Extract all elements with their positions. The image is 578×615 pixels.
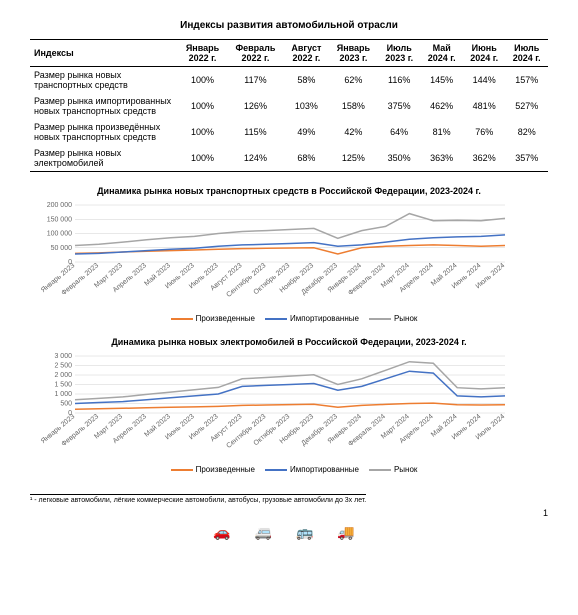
cell-value: 62% xyxy=(329,67,378,94)
cell-value: 58% xyxy=(284,67,329,94)
cell-value: 49% xyxy=(284,119,329,145)
legend-swatch xyxy=(265,318,287,320)
legend-label: Импортированные xyxy=(290,465,359,474)
cell-value: 76% xyxy=(463,119,506,145)
cell-value: 100% xyxy=(178,93,227,119)
cell-value: 116% xyxy=(378,67,421,94)
svg-text:500: 500 xyxy=(60,401,72,408)
legend-swatch xyxy=(265,469,287,471)
chart1-legend: Произведенные Импортированные Рынок xyxy=(30,314,548,323)
legend-label: Рынок xyxy=(394,465,417,474)
cell-value: 68% xyxy=(284,145,329,172)
cell-value: 82% xyxy=(505,119,548,145)
svg-text:1 000: 1 000 xyxy=(54,391,72,398)
chart2-legend: Произведенные Импортированные Рынок xyxy=(30,465,548,474)
cell-value: 363% xyxy=(420,145,463,172)
legend-swatch xyxy=(171,469,193,471)
cell-value: 125% xyxy=(329,145,378,172)
cell-value: 462% xyxy=(420,93,463,119)
col-period: Февраль2022 г. xyxy=(227,40,284,67)
cell-value: 144% xyxy=(463,67,506,94)
cell-value: 115% xyxy=(227,119,284,145)
cell-value: 81% xyxy=(420,119,463,145)
table-row: Размер рынка новых электромобилей100%124… xyxy=(30,145,548,172)
svg-text:100 000: 100 000 xyxy=(47,231,72,238)
chart1: 050 000100 000150 000200 000Январь 2023Ф… xyxy=(30,200,548,312)
col-period: Июнь2024 г. xyxy=(463,40,506,67)
col-period: Июль2023 г. xyxy=(378,40,421,67)
cell-value: 375% xyxy=(378,93,421,119)
legend-swatch xyxy=(171,318,193,320)
table-title: Индексы развития автомобильной отрасли xyxy=(30,20,548,31)
cell-value: 527% xyxy=(505,93,548,119)
svg-text:1 500: 1 500 xyxy=(54,382,72,389)
cell-value: 157% xyxy=(505,67,548,94)
cell-value: 481% xyxy=(463,93,506,119)
cell-value: 145% xyxy=(420,67,463,94)
cell-value: 100% xyxy=(178,145,227,172)
cell-value: 124% xyxy=(227,145,284,172)
svg-text:150 000: 150 000 xyxy=(47,216,72,223)
col-period: Август2022 г. xyxy=(284,40,329,67)
legend-label: Импортированные xyxy=(290,314,359,323)
cell-value: 100% xyxy=(178,67,227,94)
cell-value: 42% xyxy=(329,119,378,145)
col-index-name: Индексы xyxy=(30,40,178,67)
legend-label: Рынок xyxy=(394,314,417,323)
chart1-title: Динамика рынка новых транспортных средст… xyxy=(30,186,548,196)
cell-value: 158% xyxy=(329,93,378,119)
svg-text:3 000: 3 000 xyxy=(54,353,72,360)
legend-swatch xyxy=(369,469,391,471)
cell-value: 357% xyxy=(505,145,548,172)
cell-value: 362% xyxy=(463,145,506,172)
legend-label: Произведенные xyxy=(196,314,255,323)
table-row: Размер рынка импортированных новых транс… xyxy=(30,93,548,119)
cell-value: 103% xyxy=(284,93,329,119)
cell-value: 100% xyxy=(178,119,227,145)
col-period: Январь2022 г. xyxy=(178,40,227,67)
cell-value: 126% xyxy=(227,93,284,119)
svg-text:200 000: 200 000 xyxy=(47,202,72,209)
footnote: ¹ - легковые автомобили, лёгкие коммерче… xyxy=(30,494,366,504)
legend-swatch xyxy=(369,318,391,320)
legend-label: Произведенные xyxy=(196,465,255,474)
table-row: Размер рынка произведённых новых транспо… xyxy=(30,119,548,145)
col-period: Июль2024 г. xyxy=(505,40,548,67)
vehicle-icons: 🚗 🚐 🚌 🚚 xyxy=(30,524,548,541)
row-label: Размер рынка импортированных новых транс… xyxy=(30,93,178,119)
row-label: Размер рынка новых транспортных средств xyxy=(30,67,178,94)
svg-text:2 500: 2 500 xyxy=(54,363,72,370)
svg-text:50 000: 50 000 xyxy=(51,245,73,252)
row-label: Размер рынка произведённых новых транспо… xyxy=(30,119,178,145)
col-period: Январь2023 г. xyxy=(329,40,378,67)
row-label: Размер рынка новых электромобилей xyxy=(30,145,178,172)
table-row: Размер рынка новых транспортных средств1… xyxy=(30,67,548,94)
svg-text:2 000: 2 000 xyxy=(54,372,72,379)
index-table: ИндексыЯнварь2022 г.Февраль2022 г.Август… xyxy=(30,39,548,172)
page-number: 1 xyxy=(30,508,548,518)
cell-value: 64% xyxy=(378,119,421,145)
chart2: 05001 0001 5002 0002 5003 000Январь 2023… xyxy=(30,351,548,463)
cell-value: 350% xyxy=(378,145,421,172)
chart2-title: Динамика рынка новых электромобилей в Ро… xyxy=(30,337,548,347)
col-period: Май2024 г. xyxy=(420,40,463,67)
cell-value: 117% xyxy=(227,67,284,94)
